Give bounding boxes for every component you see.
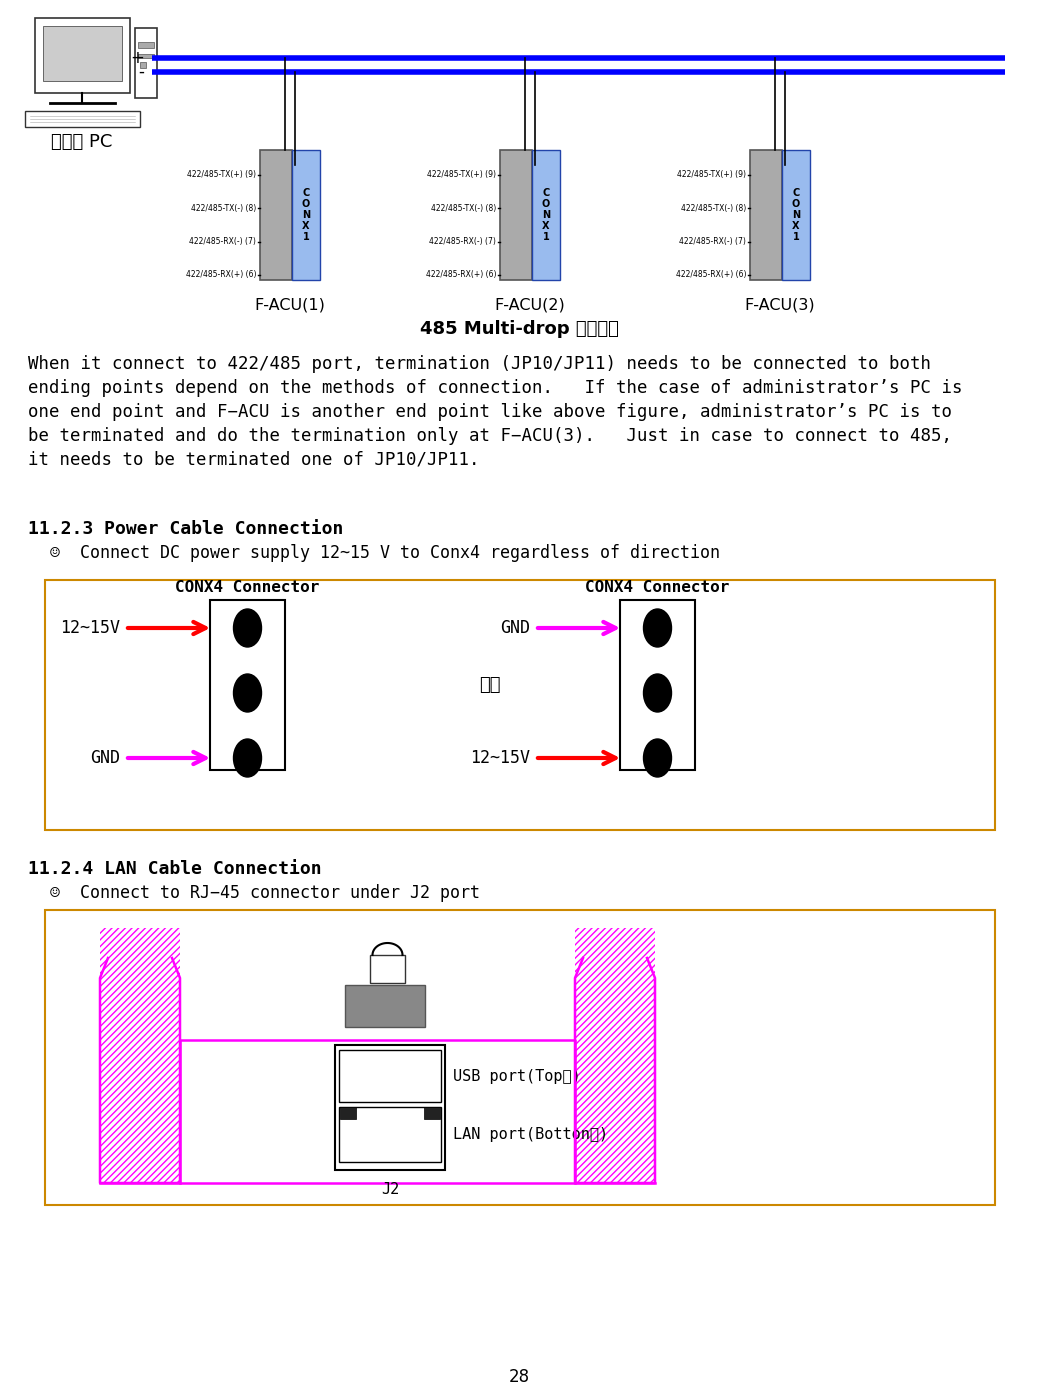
Text: CONX4 Connector: CONX4 Connector — [176, 580, 320, 595]
Text: 422/485-RX(-) (7): 422/485-RX(-) (7) — [429, 237, 496, 245]
Ellipse shape — [643, 609, 671, 646]
Text: 422/485-RX(+) (6): 422/485-RX(+) (6) — [426, 270, 496, 280]
Text: GND: GND — [500, 619, 530, 637]
Bar — [45, 580, 995, 829]
Ellipse shape — [643, 674, 671, 712]
Text: 422/485-TX(+) (9): 422/485-TX(+) (9) — [427, 171, 496, 179]
Text: F-ACU(3): F-ACU(3) — [745, 298, 816, 313]
Text: 12~15V: 12~15V — [470, 749, 530, 767]
Text: ending points depend on the methods of connection.   If the case of administrato: ending points depend on the methods of c… — [28, 379, 962, 397]
Text: ☺  Connect to RJ−45 connector under J2 port: ☺ Connect to RJ−45 connector under J2 po… — [50, 884, 480, 902]
Text: one end point and F−ACU is another end point like above figure, administrator’s : one end point and F−ACU is another end p… — [28, 404, 952, 422]
Text: 422/485-TX(+) (9): 422/485-TX(+) (9) — [187, 171, 256, 179]
Bar — [339, 1050, 441, 1103]
Text: 28: 28 — [508, 1368, 530, 1386]
Ellipse shape — [234, 609, 262, 646]
Ellipse shape — [241, 750, 254, 766]
Text: ☺  Connect DC power supply 12~15 V to Conx4 regardless of direction: ☺ Connect DC power supply 12~15 V to Con… — [50, 544, 720, 562]
Bar — [335, 1044, 445, 1171]
Text: USB port(Top면): USB port(Top면) — [453, 1068, 581, 1083]
Bar — [532, 150, 560, 280]
Text: 12~15V: 12~15V — [60, 619, 119, 637]
Text: 422/485-TX(-) (8): 422/485-TX(-) (8) — [681, 204, 746, 212]
Ellipse shape — [234, 674, 262, 712]
Text: 422/485-RX(+) (6): 422/485-RX(+) (6) — [186, 270, 256, 280]
Text: C
O
N
X
1: C O N X 1 — [542, 189, 550, 241]
Text: 11.2.3 Power Cable Connection: 11.2.3 Power Cable Connection — [28, 520, 343, 538]
Bar — [43, 26, 122, 80]
Ellipse shape — [234, 739, 262, 777]
Text: +: + — [130, 49, 144, 67]
Text: CONX4 Connector: CONX4 Connector — [585, 580, 729, 595]
Ellipse shape — [651, 750, 664, 766]
Text: be terminated and do the termination only at F−ACU(3).   Just in case to connect: be terminated and do the termination onl… — [28, 427, 952, 445]
Bar — [370, 956, 405, 983]
Ellipse shape — [651, 620, 664, 637]
Bar — [575, 928, 655, 1183]
Bar — [345, 985, 425, 1026]
Ellipse shape — [643, 739, 671, 777]
Bar — [424, 1107, 439, 1119]
Bar — [35, 18, 130, 93]
Bar — [339, 1107, 441, 1162]
Ellipse shape — [651, 685, 664, 700]
Bar — [750, 150, 782, 280]
Bar — [620, 601, 695, 770]
Text: When it connect to 422/485 port, termination (JP10/JP11) needs to be connected t: When it connect to 422/485 port, termina… — [28, 355, 931, 373]
Ellipse shape — [241, 685, 254, 700]
Text: C
O
N
X
1: C O N X 1 — [792, 189, 800, 241]
Text: 485 Multi-drop 결선방법: 485 Multi-drop 결선방법 — [420, 320, 618, 338]
Bar — [100, 928, 180, 1183]
Bar — [292, 150, 320, 280]
Text: 관리자 PC: 관리자 PC — [51, 133, 112, 151]
Text: 11.2.4 LAN Cable Connection: 11.2.4 LAN Cable Connection — [28, 860, 322, 878]
Text: LAN port(Botton면): LAN port(Botton면) — [453, 1128, 608, 1142]
Bar — [260, 150, 292, 280]
Text: -: - — [138, 62, 144, 80]
Bar — [45, 910, 995, 1205]
Bar — [25, 111, 140, 128]
Text: 422/485-TX(-) (8): 422/485-TX(-) (8) — [191, 204, 256, 212]
Bar — [140, 62, 146, 68]
Bar — [782, 150, 810, 280]
Bar — [210, 601, 285, 770]
Text: 또는: 또는 — [479, 675, 501, 694]
Text: it needs to be terminated one of JP10/JP11.: it needs to be terminated one of JP10/JP… — [28, 451, 480, 469]
Bar — [340, 1107, 356, 1119]
Text: 422/485-RX(-) (7): 422/485-RX(-) (7) — [189, 237, 256, 245]
Text: 422/485-TX(-) (8): 422/485-TX(-) (8) — [431, 204, 496, 212]
Bar — [138, 54, 154, 58]
Bar — [500, 150, 532, 280]
Text: F-ACU(1): F-ACU(1) — [255, 298, 325, 313]
Text: 422/485-RX(+) (6): 422/485-RX(+) (6) — [675, 270, 746, 280]
Bar — [138, 42, 154, 49]
Text: 422/485-RX(-) (7): 422/485-RX(-) (7) — [680, 237, 746, 245]
Text: F-ACU(2): F-ACU(2) — [495, 298, 565, 313]
Ellipse shape — [241, 620, 254, 637]
Bar — [135, 28, 157, 98]
Text: J2: J2 — [381, 1182, 399, 1197]
Text: GND: GND — [90, 749, 119, 767]
Text: C
O
N
X
1: C O N X 1 — [302, 189, 310, 241]
Text: 422/485-TX(+) (9): 422/485-TX(+) (9) — [677, 171, 746, 179]
